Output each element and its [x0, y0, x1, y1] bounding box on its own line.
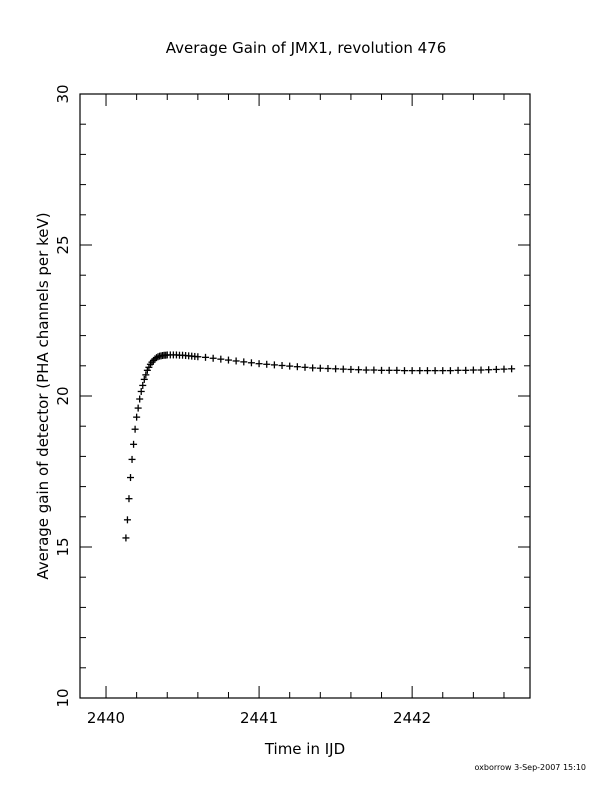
data-point — [142, 371, 150, 379]
x-tick-label: 2442 — [393, 709, 431, 727]
data-point — [194, 353, 202, 361]
data-point — [446, 367, 454, 375]
data-point — [217, 355, 225, 363]
x-tick-label: 2440 — [87, 709, 125, 727]
data-point — [202, 353, 210, 361]
data-point — [125, 495, 133, 503]
data-point — [385, 366, 393, 374]
y-tick-label: 30 — [54, 84, 72, 103]
data-point — [127, 474, 135, 482]
data-point — [500, 365, 508, 373]
data-point — [378, 366, 386, 374]
y-axis-label: Average gain of detector (PHA channels p… — [34, 212, 52, 579]
data-point — [332, 365, 340, 373]
data-point — [131, 425, 139, 433]
data-point — [462, 366, 470, 374]
data-point — [416, 367, 424, 375]
data-point — [134, 404, 142, 412]
data-point — [324, 365, 332, 373]
data-point — [492, 365, 500, 373]
data-point — [278, 361, 286, 369]
data-point — [477, 366, 485, 374]
data-point — [347, 365, 355, 373]
data-point — [309, 364, 317, 372]
data-point — [143, 366, 151, 374]
data-point — [140, 375, 148, 383]
y-tick-label: 25 — [54, 235, 72, 254]
data-point — [270, 361, 278, 369]
data-point — [255, 360, 263, 368]
data-point — [153, 354, 161, 362]
ticks-layer — [80, 93, 530, 699]
data-point — [362, 366, 370, 374]
data-point — [370, 366, 378, 374]
data-point — [454, 366, 462, 374]
x-tick-label: 2441 — [240, 709, 278, 727]
data-point — [247, 359, 255, 367]
data-point — [133, 413, 141, 421]
data-point — [431, 367, 439, 375]
data-point — [122, 534, 130, 542]
data-point — [232, 357, 240, 365]
data-point — [224, 356, 232, 364]
data-point — [408, 367, 416, 375]
data-point — [139, 381, 147, 389]
data-point — [123, 516, 131, 524]
chart-title: Average Gain of JMX1, revolution 476 — [166, 39, 447, 57]
data-point — [393, 366, 401, 374]
data-point — [145, 363, 153, 371]
data-point — [130, 440, 138, 448]
footer-credit: oxborrow 3-Sep-2007 15:10 — [475, 763, 587, 772]
data-point — [263, 360, 271, 368]
y-tick-label: 10 — [54, 688, 72, 707]
data-point — [339, 365, 347, 373]
data-point — [301, 363, 309, 371]
data-point — [137, 387, 145, 395]
data-point — [128, 455, 136, 463]
data-point — [136, 395, 144, 403]
points-layer — [122, 351, 516, 542]
y-tick-label: 20 — [54, 386, 72, 405]
data-point — [293, 363, 301, 371]
data-point — [439, 367, 447, 375]
data-point — [400, 367, 408, 375]
y-tick-label: 15 — [54, 537, 72, 556]
data-point — [286, 362, 294, 370]
data-point — [423, 367, 431, 375]
data-point — [508, 365, 516, 373]
data-point — [209, 354, 217, 362]
data-point — [240, 358, 248, 366]
x-axis-label: Time in IJD — [264, 740, 345, 758]
tick-labels-layer: 2440 2441 2442 10 15 20 25 30 — [54, 84, 431, 727]
data-point — [469, 366, 477, 374]
data-point — [485, 366, 493, 374]
data-point — [316, 364, 324, 372]
data-point — [355, 366, 363, 374]
